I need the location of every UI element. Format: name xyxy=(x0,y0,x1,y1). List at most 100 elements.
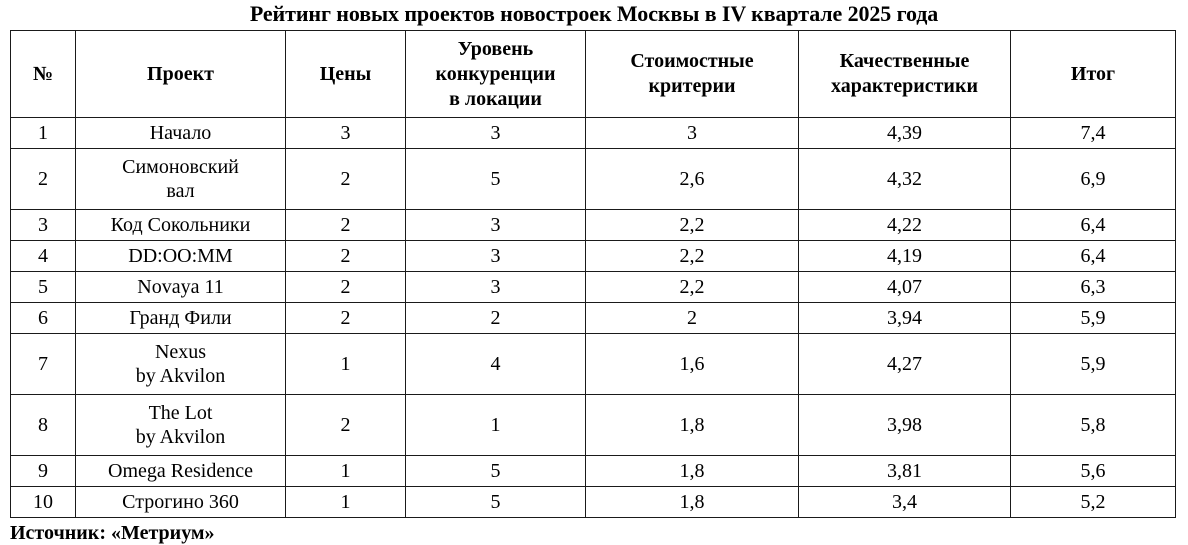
cell-num: 10 xyxy=(10,486,76,518)
cell-competition: 3 xyxy=(405,117,586,149)
cell-competition: 3 xyxy=(405,209,586,241)
cell-total: 6,4 xyxy=(1010,240,1176,272)
cell-num: 2 xyxy=(10,148,76,210)
cell-num: 7 xyxy=(10,333,76,395)
cell-price: 1 xyxy=(285,333,406,395)
column-header-competition: Уровень конкуренции в локации xyxy=(405,30,586,118)
cell-quality: 4,22 xyxy=(798,209,1011,241)
cell-quality: 4,07 xyxy=(798,271,1011,303)
cell-total: 6,4 xyxy=(1010,209,1176,241)
source-note: Источник: «Метриум» xyxy=(10,522,215,544)
cell-project-line1: Начало xyxy=(149,122,212,144)
cell-quality: 3,98 xyxy=(798,394,1011,456)
cell-price: 3 xyxy=(285,117,406,149)
table-row: 4 DD:OO:MM 2 3 2,2 4,19 6,4 xyxy=(10,240,1176,272)
cell-cost: 2,2 xyxy=(585,209,799,241)
cell-competition: 5 xyxy=(405,486,586,518)
cell-quality: 3,81 xyxy=(798,455,1011,487)
cell-project: Гранд Фили xyxy=(75,302,286,334)
cell-project-line2: by Akvilon xyxy=(135,365,226,387)
table-row: 6 Гранд Фили 2 2 2 3,94 5,9 xyxy=(10,302,1176,334)
cell-project: Симоновский вал xyxy=(75,148,286,210)
cell-project: The Lot by Akvilon xyxy=(75,394,286,456)
cell-num: 4 xyxy=(10,240,76,272)
table-row: 3 Код Сокольники 2 3 2,2 4,22 6,4 xyxy=(10,209,1176,241)
cell-quality: 4,39 xyxy=(798,117,1011,149)
cell-cost: 3 xyxy=(585,117,799,149)
cell-competition: 5 xyxy=(405,148,586,210)
column-header-project: Проект xyxy=(75,30,286,118)
cell-price: 2 xyxy=(285,302,406,334)
cell-num: 9 xyxy=(10,455,76,487)
cell-project-line1: DD:OO:MM xyxy=(128,245,233,267)
column-header-cost: Стоимостные критерии xyxy=(585,30,799,118)
cell-project: Код Сокольники xyxy=(75,209,286,241)
cell-price: 1 xyxy=(285,455,406,487)
cell-price: 1 xyxy=(285,486,406,518)
column-header-competition-line1: Уровень xyxy=(457,37,534,60)
cell-project-line1: Гранд Фили xyxy=(129,307,232,329)
cell-project: Строгино 360 xyxy=(75,486,286,518)
table-header: № Проект Цены Уровень конкуренции в лока… xyxy=(10,30,1176,118)
cell-cost: 2,6 xyxy=(585,148,799,210)
cell-total: 5,9 xyxy=(1010,333,1176,395)
column-header-total: Итог xyxy=(1010,30,1176,118)
table-row: 7 Nexus by Akvilon 1 4 1,6 4,27 5,9 xyxy=(10,333,1176,395)
cell-project: Nexus by Akvilon xyxy=(75,333,286,395)
table-row: 2 Симоновский вал 2 5 2,6 4,32 6,9 xyxy=(10,148,1176,210)
cell-quality: 4,32 xyxy=(798,148,1011,210)
cell-project: Начало xyxy=(75,117,286,149)
cell-project-line2: by Akvilon xyxy=(135,426,226,448)
cell-total: 5,8 xyxy=(1010,394,1176,456)
cell-price: 2 xyxy=(285,240,406,272)
cell-quality: 3,94 xyxy=(798,302,1011,334)
cell-cost: 2 xyxy=(585,302,799,334)
rating-table: № Проект Цены Уровень конкуренции в лока… xyxy=(10,30,1176,518)
cell-cost: 1,8 xyxy=(585,486,799,518)
cell-price: 2 xyxy=(285,394,406,456)
cell-num: 3 xyxy=(10,209,76,241)
cell-project-line1: Omega Residence xyxy=(108,460,253,482)
table-body: 1 Начало 3 3 3 4,39 7,4 2 Симоновский ва… xyxy=(10,117,1176,518)
column-header-price: Цены xyxy=(285,30,406,118)
cell-quality: 4,27 xyxy=(798,333,1011,395)
cell-total: 5,9 xyxy=(1010,302,1176,334)
table-row: 9 Omega Residence 1 5 1,8 3,81 5,6 xyxy=(10,455,1176,487)
cell-price: 2 xyxy=(285,271,406,303)
cell-project-line1: Строгино 360 xyxy=(122,491,239,513)
cell-project: Novaya 11 xyxy=(75,271,286,303)
cell-project-line1: Nexus xyxy=(154,341,207,363)
cell-project-line2: вал xyxy=(166,180,195,202)
cell-project: DD:OO:MM xyxy=(75,240,286,272)
cell-competition: 4 xyxy=(405,333,586,395)
cell-cost: 1,6 xyxy=(585,333,799,395)
column-header-cost-line1: Стоимостные xyxy=(630,50,754,72)
cell-competition: 3 xyxy=(405,240,586,272)
cell-total: 5,2 xyxy=(1010,486,1176,518)
cell-num: 1 xyxy=(10,117,76,149)
column-header-cost-line2: критерии xyxy=(648,75,736,97)
column-header-competition-line3: в локации xyxy=(449,87,542,110)
cell-price: 2 xyxy=(285,148,406,210)
cell-num: 8 xyxy=(10,394,76,456)
cell-competition: 5 xyxy=(405,455,586,487)
table-container: № Проект Цены Уровень конкуренции в лока… xyxy=(0,30,1188,518)
page-title: Рейтинг новых проектов новостроек Москвы… xyxy=(249,1,939,26)
cell-competition: 2 xyxy=(405,302,586,334)
cell-project-line1: The Lot xyxy=(148,402,213,424)
column-header-competition-line2: конкуренции xyxy=(435,62,556,85)
cell-competition: 1 xyxy=(405,394,586,456)
cell-total: 6,3 xyxy=(1010,271,1176,303)
table-row: 5 Novaya 11 2 3 2,2 4,07 6,3 xyxy=(10,271,1176,303)
cell-price: 2 xyxy=(285,209,406,241)
table-row: 8 The Lot by Akvilon 2 1 1,8 3,98 5,8 xyxy=(10,394,1176,456)
cell-total: 6,9 xyxy=(1010,148,1176,210)
column-header-quality-line1: Качественные xyxy=(839,50,970,72)
column-header-num: № xyxy=(10,30,76,118)
cell-project-line1: Симоновский xyxy=(122,156,239,178)
cell-cost: 2,2 xyxy=(585,240,799,272)
cell-cost: 1,8 xyxy=(585,394,799,456)
cell-num: 5 xyxy=(10,271,76,303)
cell-project-line1: Novaya 11 xyxy=(137,276,224,298)
